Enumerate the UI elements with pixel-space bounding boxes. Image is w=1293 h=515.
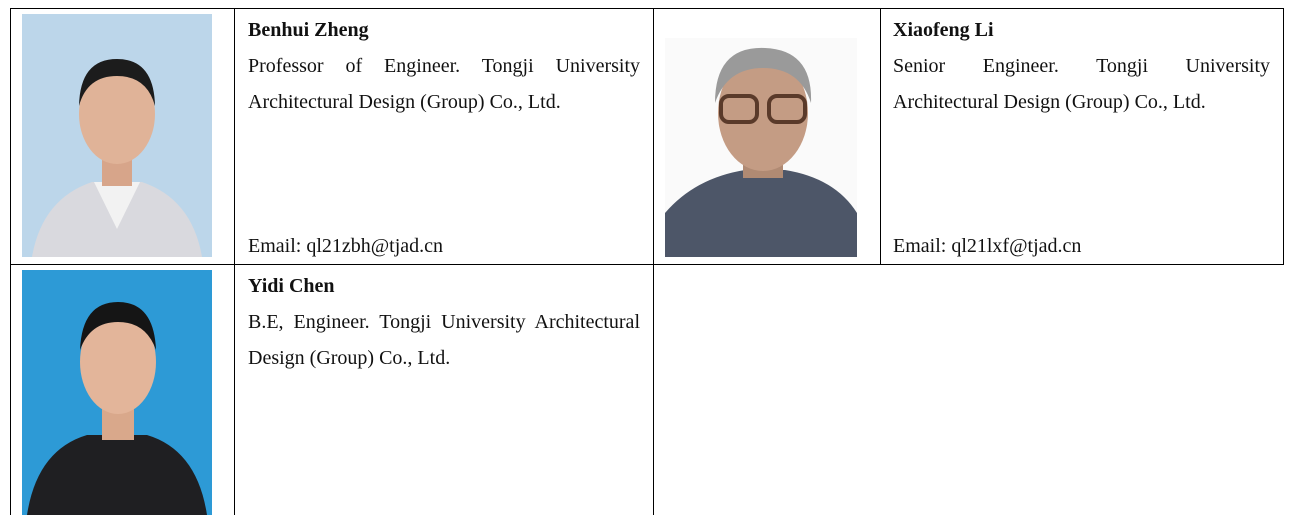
- person-name: Benhui Zheng: [248, 19, 369, 41]
- person-name: Xiaofeng Li: [893, 19, 994, 41]
- bio-cell: Yidi Chen B.E, Engineer. Tongji Universi…: [248, 268, 640, 515]
- table-border: [1283, 8, 1284, 264]
- photo: [22, 270, 212, 515]
- bio-cell: Benhui Zheng Professor of Engineer. Tong…: [248, 12, 640, 264]
- table-border: [234, 8, 235, 515]
- table-border: [653, 8, 654, 515]
- person-description: Senior Engineer. Tongji University Archi…: [893, 55, 1270, 113]
- person-description: B.E, Engineer. Tongji University Archite…: [248, 311, 640, 369]
- table-border: [10, 8, 1284, 9]
- person-email: Email: ql21zbh@tjad.cn: [248, 235, 444, 257]
- photo: [665, 38, 857, 257]
- bio-cell: Xiaofeng Li Senior Engineer. Tongji Univ…: [893, 12, 1270, 264]
- table-border: [10, 8, 11, 515]
- photo: [22, 14, 212, 257]
- person-email: Email: ql21lxf@tjad.cn: [893, 235, 1082, 257]
- person-description: Professor of Engineer. Tongji University…: [248, 55, 640, 113]
- table-border: [880, 8, 881, 264]
- person-name: Yidi Chen: [248, 275, 335, 297]
- table-border: [10, 264, 1284, 265]
